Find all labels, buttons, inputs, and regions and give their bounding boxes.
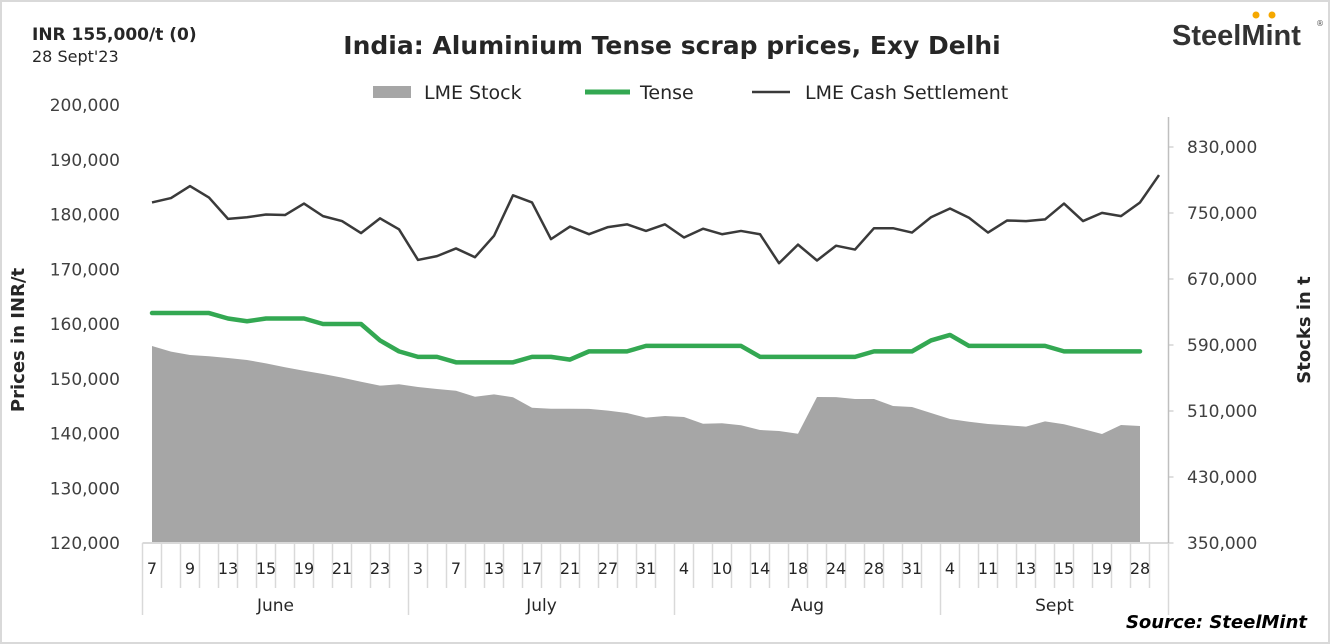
y-tick-label: 150,000	[50, 370, 120, 390]
x-tick-label: 19	[294, 559, 314, 578]
lme-stock-area	[152, 345, 1140, 543]
y2-tick-label: 350,000	[1187, 534, 1257, 554]
y2-axis-title: Stocks in t	[1294, 276, 1315, 384]
x-tick-label: 21	[332, 559, 352, 578]
lme-cash-line	[151, 174, 1161, 265]
y-tick-label: 180,000	[50, 206, 120, 226]
x-tick-label: 9	[185, 559, 195, 578]
x-tick-label: 24	[826, 559, 846, 578]
y2-tick-label: 670,000	[1187, 270, 1257, 290]
legend-label-cash: LME Cash Settlement	[805, 82, 1008, 104]
logo-registered-mark: ®	[1316, 19, 1324, 28]
x-tick-label: 13	[1016, 559, 1036, 578]
legend-swatch-stock	[373, 86, 411, 98]
x-tick-label: 10	[712, 559, 732, 578]
x-tick-label: 14	[750, 559, 770, 578]
tense-line	[149, 310, 1143, 365]
month-label: July	[525, 596, 557, 616]
x-tick-label: 21	[560, 559, 580, 578]
x-tick-label: 3	[413, 559, 423, 578]
x-tick-label: 15	[256, 559, 276, 578]
x-tick-label: 11	[978, 559, 998, 578]
source-note: Source: SteelMint	[1126, 612, 1308, 633]
x-tick-label: 31	[902, 559, 922, 578]
date-label: 28 Sept'23	[32, 47, 119, 66]
y2-tick-label: 510,000	[1187, 402, 1257, 422]
y-tick-label: 130,000	[50, 479, 120, 499]
y-tick-label: 120,000	[50, 534, 120, 554]
chart-title: India: Aluminium Tense scrap prices, Exy…	[343, 31, 1000, 60]
x-tick-label: 28	[864, 559, 884, 578]
x-tick-label: 4	[679, 559, 689, 578]
month-label: June	[256, 596, 294, 616]
logo: SteelMint ®	[1172, 11, 1324, 52]
legend-label-tense: Tense	[639, 82, 694, 104]
logo-dot-icon	[1252, 11, 1260, 19]
x-tick-label: 15	[1054, 559, 1074, 578]
x-tick-label: 27	[598, 559, 618, 578]
y2-tick-label: 750,000	[1187, 204, 1257, 224]
y-tick-label: 200,000	[50, 96, 120, 116]
x-tick-label: 13	[218, 559, 238, 578]
x-tick-label: 7	[451, 559, 461, 578]
logo-dot-icon	[1268, 11, 1276, 19]
legend: LME Stock Tense LME Cash Settlement	[373, 82, 1008, 104]
y2-tick-label: 830,000	[1187, 138, 1257, 158]
y-axis-title: Prices in INR/t	[8, 268, 29, 413]
x-tick-label: 7	[147, 559, 157, 578]
month-label: Sept	[1035, 596, 1074, 616]
x-tick-label: 28	[1130, 559, 1150, 578]
price-label: INR 155,000/t (0)	[32, 25, 197, 45]
y2-tick-label: 430,000	[1187, 468, 1257, 488]
y2-tick-label: 590,000	[1187, 336, 1257, 356]
y-tick-label: 160,000	[50, 315, 120, 335]
x-tick-label: 13	[484, 559, 504, 578]
x-tick-label: 23	[370, 559, 390, 578]
y-tick-label: 190,000	[50, 151, 120, 171]
x-tick-label: 4	[945, 559, 955, 578]
x-tick-label: 18	[788, 559, 808, 578]
y-tick-label: 170,000	[50, 260, 120, 280]
x-tick-label: 19	[1092, 559, 1112, 578]
x-tick-label: 31	[636, 559, 656, 578]
legend-label-stock: LME Stock	[424, 82, 522, 104]
y-tick-label: 140,000	[50, 425, 120, 445]
x-tick-label: 17	[522, 559, 542, 578]
logo-text: SteelMint	[1172, 20, 1301, 52]
month-label: Aug	[791, 596, 824, 616]
